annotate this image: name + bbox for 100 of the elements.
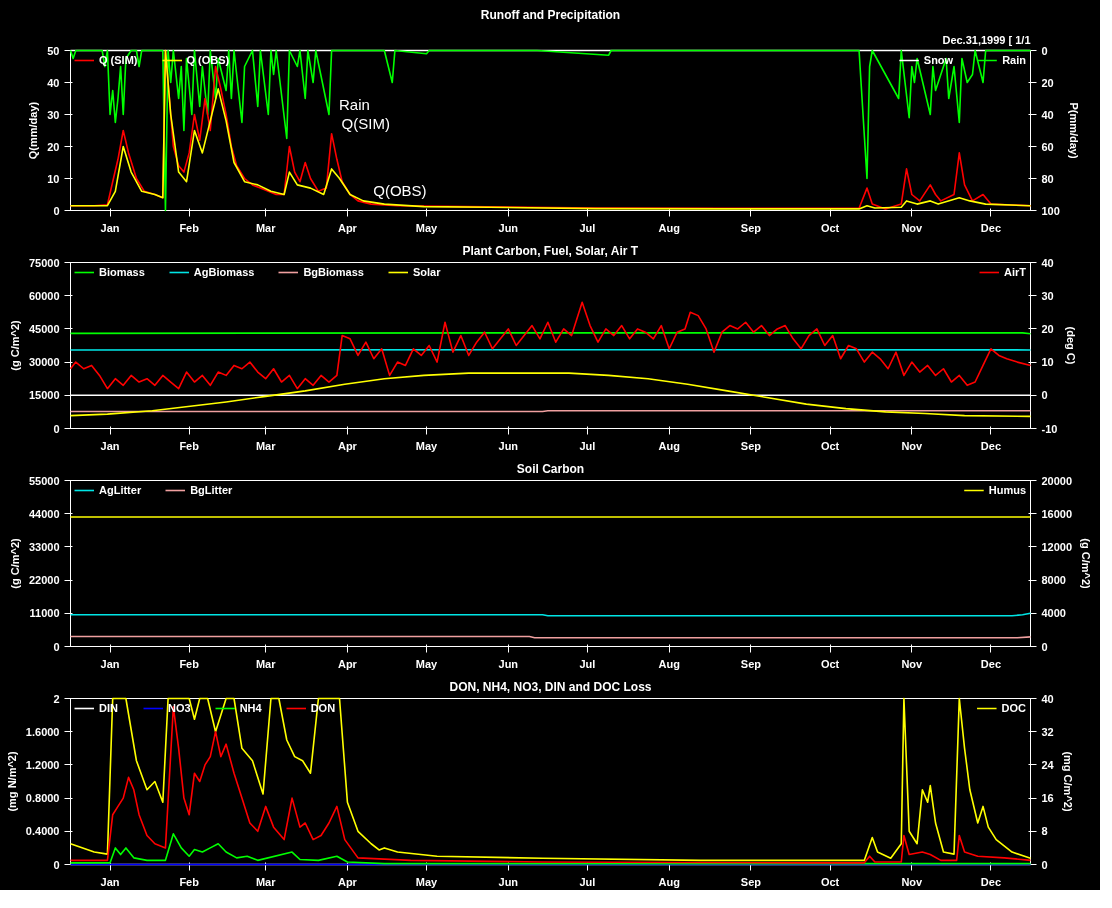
y-tick-label: 15000: [28, 389, 60, 402]
y-tick-label: 0: [53, 640, 60, 653]
y2-axis-title: P(mm/day): [1067, 102, 1080, 159]
y2-tick-label: 100: [1041, 204, 1060, 217]
y2-tick-label: 80: [1041, 172, 1054, 185]
y2-tick-label: -10: [1041, 422, 1058, 435]
x-tick-label: Jun: [498, 875, 519, 888]
x-tick-label: Aug: [658, 439, 680, 452]
x-tick-label: Jul: [579, 221, 596, 234]
x-tick-label: Oct: [820, 221, 840, 234]
x-tick-label: Feb: [179, 221, 200, 234]
y-tick-label: 30: [47, 108, 60, 121]
y2-tick-label: 10: [1041, 356, 1054, 369]
x-tick-label: May: [415, 875, 439, 888]
y-tick-label: 10: [47, 172, 60, 185]
x-tick-label: Jan: [100, 221, 120, 234]
x-tick-label: May: [415, 657, 439, 670]
chart-title: Plant Carbon, Fuel, Solar, Air T: [462, 243, 639, 258]
x-tick-label: Oct: [820, 439, 840, 452]
y-tick-label: 40: [47, 76, 60, 89]
y2-tick-label: 40: [1041, 692, 1054, 705]
y-tick-label: 11000: [29, 607, 60, 620]
x-tick-label: Nov: [901, 221, 924, 234]
y2-axis-title: (g C/m^2): [1080, 538, 1093, 590]
legend-label: AgBiomass: [193, 266, 255, 278]
y2-tick-label: 16000: [1041, 507, 1073, 520]
y-axis-title: (g C/m^2): [8, 319, 21, 371]
x-tick-label: Oct: [820, 657, 840, 670]
x-tick-label: Aug: [658, 875, 680, 888]
x-tick-label: Jan: [100, 657, 120, 670]
x-tick-label: Jul: [579, 439, 596, 452]
x-tick-label: Feb: [179, 657, 200, 670]
y-axis-title: (mg N/m^2): [5, 751, 18, 812]
x-tick-label: Apr: [337, 439, 358, 452]
y-tick-label: 1.2000: [25, 758, 60, 771]
x-tick-label: Apr: [337, 875, 358, 888]
x-tick-label: Jun: [498, 439, 519, 452]
x-tick-label: Mar: [255, 875, 277, 888]
y2-tick-label: 0: [1041, 389, 1048, 402]
y2-tick-label: 0: [1041, 640, 1048, 653]
x-tick-label: Dec: [980, 875, 1002, 888]
x-tick-label: Jan: [100, 439, 120, 452]
chart-title: DON, NH4, NO3, DIN and DOC Loss: [449, 679, 652, 694]
x-tick-label: Mar: [255, 439, 277, 452]
y-tick-label: 33000: [28, 540, 60, 553]
x-tick-label: Jan: [100, 875, 120, 888]
annotation: Q(OBS): [373, 181, 427, 199]
y-tick-label: 55000: [28, 474, 60, 487]
annotation: Rain: [338, 95, 370, 113]
x-tick-label: Apr: [337, 657, 358, 670]
x-tick-label: Oct: [820, 875, 840, 888]
x-tick-label: Sep: [740, 875, 762, 888]
y2-tick-label: 0: [1041, 44, 1048, 57]
text: Dec.31,1999 [ 1/1: [942, 33, 1031, 46]
y2-tick-label: 24: [1041, 758, 1055, 771]
x-tick-label: Jun: [498, 221, 519, 234]
y-tick-label: 50: [47, 44, 60, 57]
x-tick-label: Dec: [980, 439, 1002, 452]
legend-label: BgBiomass: [303, 266, 364, 278]
legend-label: AirT: [1004, 266, 1026, 278]
y-tick-label: 45000: [28, 322, 60, 335]
x-tick-label: Jun: [498, 657, 519, 670]
legend-label: Rain: [1002, 54, 1026, 66]
legend-label: Solar: [412, 266, 441, 278]
y2-tick-label: 16: [1041, 792, 1054, 805]
y-tick-label: 0: [53, 422, 60, 435]
x-tick-label: Dec: [980, 221, 1002, 234]
y2-axis-title: (deg C): [1065, 326, 1078, 365]
y-tick-label: 75000: [28, 256, 60, 269]
y2-tick-label: 20: [1041, 76, 1054, 89]
x-tick-label: Aug: [658, 221, 680, 234]
x-tick-label: Feb: [179, 875, 200, 888]
x-tick-label: Nov: [901, 657, 924, 670]
y-tick-label: 0.8000: [25, 792, 60, 805]
y-tick-label: 0: [53, 204, 60, 217]
chart-title: Soil Carbon: [516, 461, 585, 476]
y-axis-title: (g C/m^2): [8, 537, 21, 589]
y2-tick-label: 32: [1041, 725, 1054, 738]
x-tick-label: Aug: [658, 657, 680, 670]
y2-tick-label: 60: [1041, 140, 1054, 153]
x-tick-label: May: [415, 221, 439, 234]
y2-axis-title: (mg C/m^2): [1061, 751, 1074, 812]
chart-title: Runoff and Precipitation: [480, 7, 621, 22]
x-tick-label: Feb: [179, 439, 200, 452]
y2-tick-label: 4000: [1041, 607, 1066, 620]
x-tick-label: Sep: [740, 657, 762, 670]
x-tick-label: Apr: [337, 221, 358, 234]
legend-label: AgLitter: [99, 484, 142, 496]
legend-label: Humus: [988, 484, 1026, 496]
y2-tick-label: 40: [1041, 108, 1054, 121]
y-tick-label: 22000: [28, 574, 60, 587]
x-tick-label: Dec: [980, 657, 1002, 670]
y-tick-label: 20: [47, 140, 60, 153]
y-tick-label: 2: [53, 692, 60, 705]
x-tick-label: Sep: [740, 439, 762, 452]
x-tick-label: Mar: [255, 221, 277, 234]
x-tick-label: May: [415, 439, 439, 452]
y-axis-title: Q(mm/day): [27, 101, 40, 160]
x-tick-label: Nov: [901, 439, 924, 452]
legend-label: Snow: [923, 54, 954, 66]
